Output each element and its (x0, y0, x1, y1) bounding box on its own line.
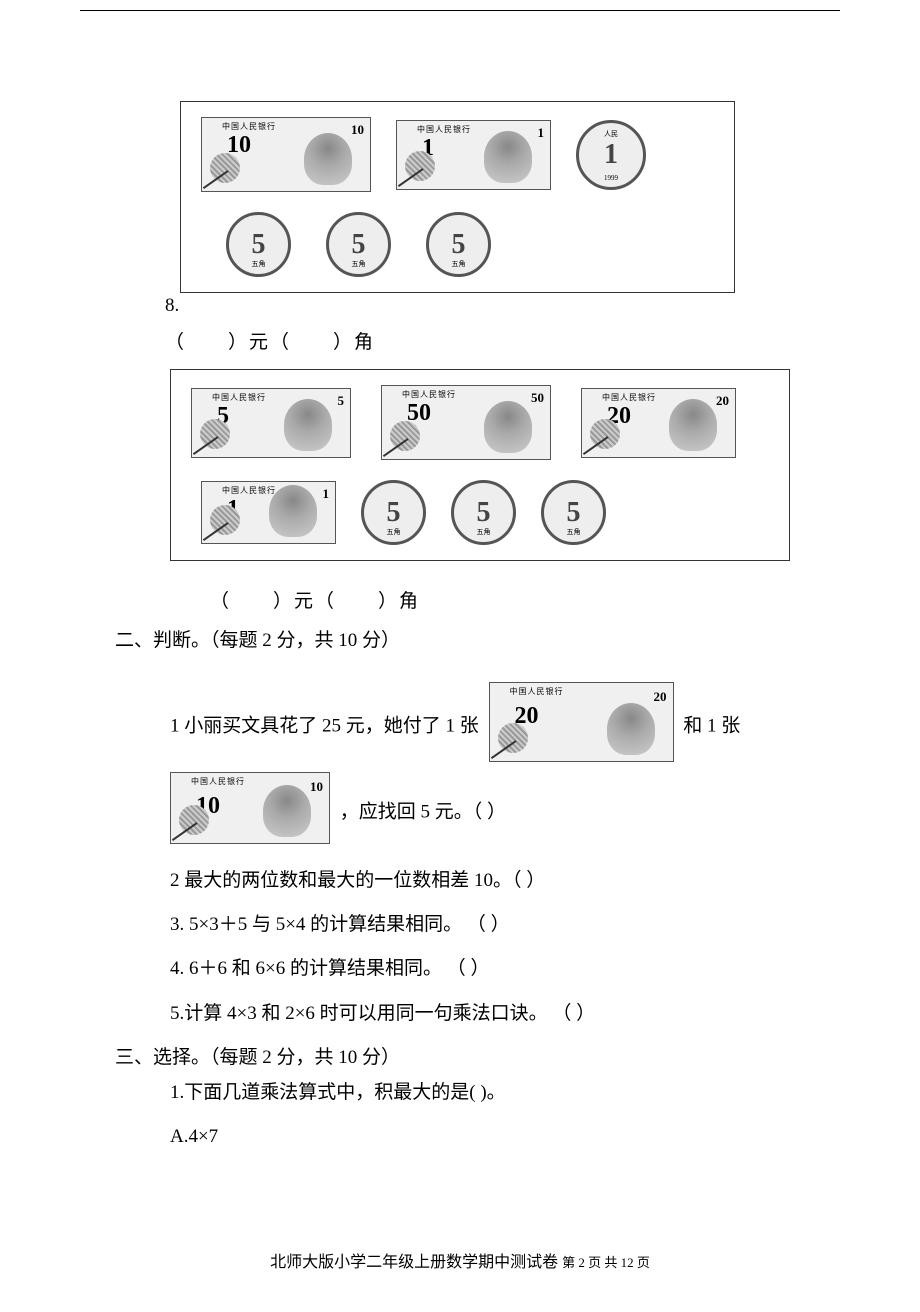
banknote-1: 中国人民银行 1 1 (201, 481, 336, 544)
coin-5jiao: 5 五角 (361, 480, 426, 545)
denom-1-r: 1 (538, 125, 545, 141)
bank-name: 中国人民银行 (212, 392, 266, 403)
coin-year: 1999 (604, 174, 618, 182)
banknote-5: 中国人民银行 5 5 (191, 388, 351, 458)
money-row-1a: 中国人民银行 10 10 中国人民银行 1 1 人民 1 1999 (201, 117, 714, 192)
coin-5-value: 5 (452, 229, 466, 261)
denom-10-r: 10 (351, 122, 364, 138)
s2-q1-part1: 1 小丽买文具花了 25 元，她付了 1 张 (170, 716, 479, 737)
banknote-10: 中国人民银行 10 10 (201, 117, 371, 192)
bank-name: 中国人民银行 (222, 485, 276, 496)
inline-banknote-10: 中国人民银行 10 10 (170, 772, 330, 854)
coin-jiao-label: 五角 (387, 527, 401, 537)
bank-name: 中国人民银行 (222, 121, 276, 132)
coin-1-value: 1 (604, 139, 618, 171)
s3-optA: A.4×7 (170, 1121, 805, 1153)
denom-50-r: 50 (531, 390, 544, 406)
coin-5jiao: 5 五角 (326, 212, 391, 277)
portrait-icon (304, 133, 352, 185)
page-content: 中国人民银行 10 10 中国人民银行 1 1 人民 1 1999 (0, 11, 920, 1154)
money-row-2b: 中国人民银行 1 1 5 五角 5 五角 5 五角 (191, 480, 769, 545)
page-footer: 北师大版小学二年级上册数学期中测试卷 第 2 页 共 12 页 (0, 1248, 920, 1272)
coin-jiao-label: 五角 (352, 259, 366, 269)
coin-jiao-label: 五角 (452, 259, 466, 269)
coin-5jiao: 5 五角 (426, 212, 491, 277)
portrait-icon (484, 131, 532, 183)
coin-5-value: 5 (387, 497, 401, 529)
portrait-icon (484, 401, 532, 453)
money-box-2: 中国人民银行 5 5 中国人民银行 50 50 中国人民银行 20 20 (170, 369, 790, 561)
coin-5-value: 5 (252, 229, 266, 261)
denom-20-r: 20 (716, 393, 729, 409)
coin-5-value: 5 (352, 229, 366, 261)
banknote-20: 中国人民银行 20 20 (581, 388, 736, 458)
portrait-icon (269, 485, 317, 537)
section-2-title: 二、判断。（每题 2 分，共 10 分） (115, 625, 805, 652)
footer-text: 北师大版小学二年级上册数学期中测试卷 (270, 1254, 558, 1271)
q8-blank-1: （ ）元（ ）角 (165, 327, 805, 354)
s2-q1: 1 小丽买文具花了 25 元，她付了 1 张 中国人民银行 20 20 和 1 … (170, 682, 805, 855)
s2-q5: 5.计算 4×3 和 2×6 时可以用同一句乘法口诀。 （ ） (170, 998, 805, 1030)
denom-10-r: 10 (310, 777, 323, 798)
portrait-icon (669, 399, 717, 451)
s2-q3: 3. 5×3＋5 与 5×4 的计算结果相同。 （ ） (170, 909, 805, 941)
money-row-1b: 5 五角 5 五角 5 五角 (201, 212, 714, 277)
coin-5-value: 5 (477, 497, 491, 529)
coin-5-value: 5 (567, 497, 581, 529)
coin-5jiao: 5 五角 (226, 212, 291, 277)
bank-name: 中国人民银行 (417, 124, 471, 135)
q8-blank-2: （ ）元（ ）角 (210, 586, 805, 613)
coin-top-text: 人民 (604, 129, 618, 139)
portrait-icon (607, 703, 655, 755)
coin-1yuan: 人民 1 1999 (576, 120, 646, 190)
inline-banknote-20: 中国人民银行 20 20 (489, 682, 674, 772)
banknote-1: 中国人民银行 1 1 (396, 120, 551, 190)
denom-1-r: 1 (323, 486, 330, 502)
denom-5-r: 5 (338, 393, 345, 409)
money-row-2a: 中国人民银行 5 5 中国人民银行 50 50 中国人民银行 20 20 (191, 385, 769, 460)
section-3-title: 三、选择。（每题 2 分，共 10 分） (115, 1042, 805, 1069)
money-box-1: 中国人民银行 10 10 中国人民银行 1 1 人民 1 1999 (180, 101, 735, 293)
coin-jiao-label: 五角 (252, 259, 266, 269)
s2-q1-part3: ，应找回 5 元。（ ） (340, 802, 506, 823)
banknote-50: 中国人民银行 50 50 (381, 385, 551, 460)
portrait-icon (284, 399, 332, 451)
s2-q1-part2: 和 1 张 (683, 716, 740, 737)
footer-page: 第 2 页 共 12 页 (562, 1255, 650, 1270)
denom-20-r: 20 (654, 687, 667, 708)
portrait-icon (263, 785, 311, 837)
coin-jiao-label: 五角 (477, 527, 491, 537)
coin-5jiao: 5 五角 (451, 480, 516, 545)
q8-number: 8. (165, 295, 805, 317)
s3-q1: 1.下面几道乘法算式中，积最大的是( )。 (170, 1077, 805, 1109)
coin-jiao-label: 五角 (567, 527, 581, 537)
bank-name: 中国人民银行 (602, 392, 656, 403)
s2-q4: 4. 6＋6 和 6×6 的计算结果相同。 （ ） (170, 953, 805, 985)
s2-q2: 2 最大的两位数和最大的一位数相差 10。（ ） (170, 865, 805, 897)
coin-5jiao: 5 五角 (541, 480, 606, 545)
bank-name: 中国人民银行 (402, 389, 456, 400)
